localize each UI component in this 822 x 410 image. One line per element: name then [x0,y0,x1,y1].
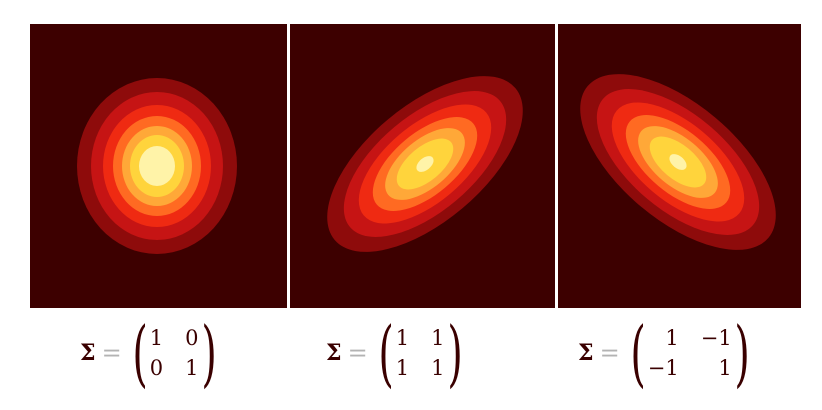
right-paren: ) [447,317,462,389]
matrix-cell-12: 0 [185,326,198,350]
left-paren: ( [378,317,393,389]
gaussian-panel-positive [290,24,555,308]
sigma-symbol: Σ [578,340,594,366]
covariance-formula-identity: Σ = ( 1 0 0 1 ) [80,318,223,388]
matrix-cell-21: 1 [396,356,409,380]
matrix-cell-21: −1 [648,356,679,380]
matrix-cell-21: 0 [150,356,163,380]
matrix-cell-11: 1 [396,326,409,350]
contour-plot-positive [290,24,555,308]
equals-sign: = [348,339,368,367]
covariance-formula-negative: Σ = ( 1 −1 −1 1 ) [578,318,756,388]
right-paren: ) [734,317,749,389]
contour-level-7 [139,146,175,186]
covariance-matrix: 1 −1 −1 1 [648,326,732,380]
contour-plot-identity [30,24,287,308]
matrix-cell-12: 1 [431,326,444,350]
equals-sign: = [600,339,620,367]
contour-plot-negative [558,24,801,308]
matrix-cell-12: −1 [701,326,732,350]
matrix-cell-22: 1 [701,356,732,380]
matrix-cell-11: 1 [648,326,679,350]
matrix-cell-11: 1 [150,326,163,350]
matrix-cell-22: 1 [431,356,444,380]
sigma-symbol: Σ [326,340,342,366]
covariance-matrix: 1 1 1 1 [396,326,445,380]
matrix-cell-22: 1 [185,356,198,380]
equals-sign: = [102,339,122,367]
left-paren: ( [630,317,645,389]
covariance-formula-positive: Σ = ( 1 1 1 1 ) [326,318,469,388]
gaussian-panel-negative [558,24,801,308]
gaussian-panel-identity [30,24,287,308]
covariance-matrix: 1 0 0 1 [150,326,199,380]
sigma-symbol: Σ [80,340,96,366]
right-paren: ) [201,317,216,389]
left-paren: ( [132,317,147,389]
